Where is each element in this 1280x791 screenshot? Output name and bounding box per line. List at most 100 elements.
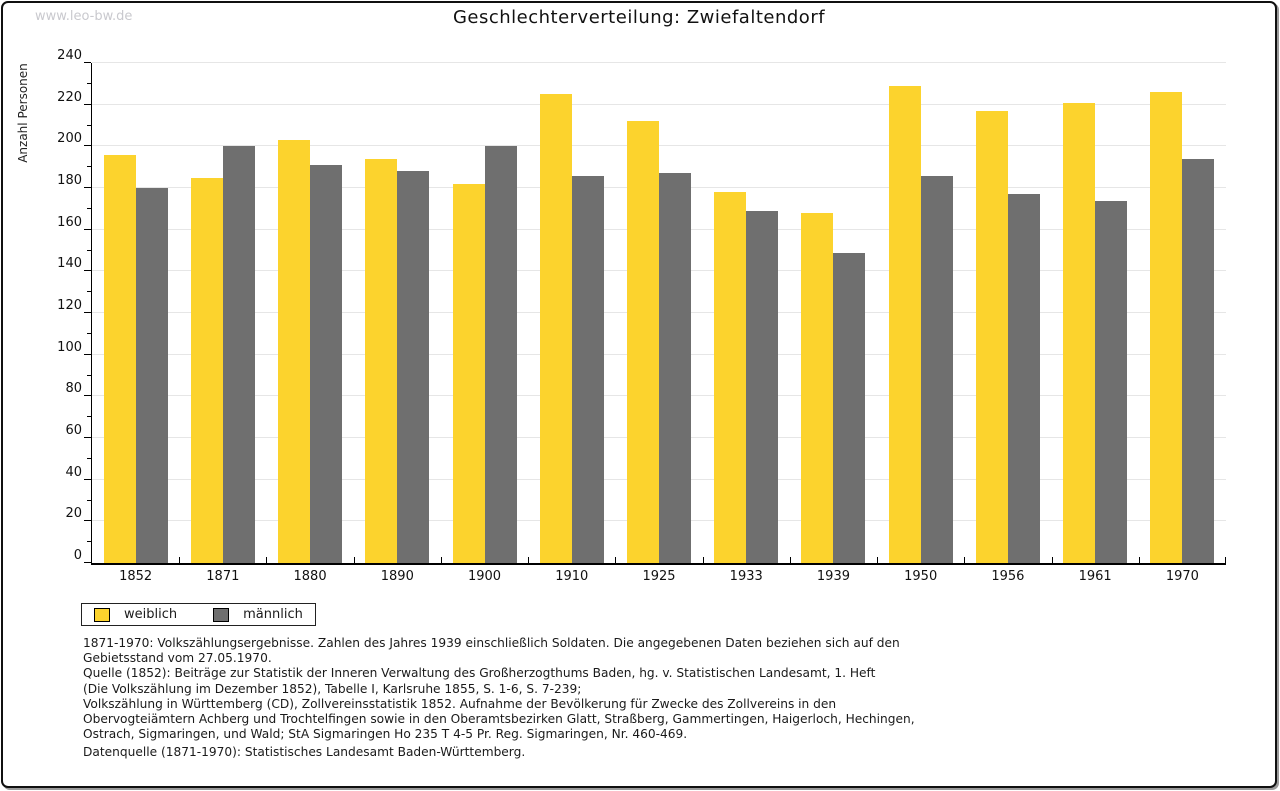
bar-männlich-1871 [222, 146, 255, 563]
bar-weiblich-1925 [627, 121, 659, 563]
y-axis-minor-tick [87, 332, 91, 334]
x-axis-tick [353, 557, 355, 563]
y-axis-major-tick [84, 478, 91, 480]
plot-area: 0 20 40 60 80 100 120 140 160 180 200 220 240 1852 187… [57, 48, 1226, 584]
bar-männlich-1880 [310, 165, 343, 563]
watermark: www.leo-bw.de [35, 9, 133, 24]
x-axis-tick [266, 557, 268, 563]
y-axis-tick-label: 240 [57, 48, 82, 63]
datasource-note: Datenquelle (1871-1970): Statistisches L… [83, 745, 526, 759]
gridline [92, 62, 1226, 63]
bar-männlich-1950 [920, 175, 953, 563]
y-axis-minor-tick [87, 166, 91, 168]
x-axis-tick [877, 557, 879, 563]
bar-männlich-1933 [746, 210, 779, 563]
y-axis-title: Anzahl Personen [16, 63, 30, 163]
y-axis-minor-tick [87, 249, 91, 251]
y-axis-tick-label: 140 [57, 256, 82, 272]
y-axis-major-tick [84, 145, 91, 147]
bar-männlich-1970 [1182, 158, 1215, 563]
y-axis-major-tick [84, 520, 91, 522]
bar-weiblich-1890 [365, 158, 398, 563]
x-axis-label: 1852 [119, 569, 153, 584]
x-axis-label: 1961 [1078, 569, 1112, 584]
y-axis-tick-label: 60 [65, 423, 82, 438]
footnote-line: Ostrach, Sigmaringen, und Wald; StA Sigm… [83, 727, 688, 742]
gridline [92, 145, 1226, 147]
legend: weiblich männlich [81, 603, 316, 626]
y-axis-minor-tick [87, 457, 91, 459]
y-axis-tick-label: 0 [73, 548, 82, 563]
footnote-line: Quelle (1852): Beiträge zur Statistik de… [83, 666, 876, 681]
y-axis-minor-tick [87, 374, 91, 376]
bar-männlich-1956 [1007, 194, 1040, 563]
bar-weiblich-1956 [975, 110, 1008, 563]
x-axis-label: 1880 [293, 569, 327, 584]
bar-weiblich-1880 [278, 140, 311, 563]
y-axis-major-tick [84, 103, 91, 105]
y-axis-major-tick [84, 562, 91, 563]
x-axis-tick [528, 557, 530, 563]
y-axis-tick-label: 100 [57, 339, 82, 355]
x-axis-label: 1910 [555, 569, 589, 584]
x-axis-label: 1939 [816, 569, 850, 584]
footnote-line: Gebietsstand vom 27.05.1970. [83, 651, 272, 666]
y-axis-major-tick [84, 187, 91, 188]
x-axis-tick [615, 557, 617, 563]
y-axis-minor-tick [87, 416, 91, 418]
legend-swatch-maennlich [213, 607, 230, 622]
y-axis-tick-label: 180 [57, 173, 82, 188]
x-axis-label: 1925 [642, 569, 676, 584]
x-axis-label: 1933 [729, 569, 763, 584]
legend-swatch-weiblich [94, 607, 110, 622]
bar-weiblich-1910 [539, 94, 572, 563]
y-axis-tick-label: 40 [65, 464, 82, 480]
bar-männlich-1852 [135, 188, 168, 563]
bar-männlich-1900 [484, 146, 517, 563]
legend-label-weiblich: weiblich [124, 607, 178, 622]
x-axis-tick [1138, 557, 1140, 563]
x-axis-tick [1051, 557, 1053, 563]
gridline [92, 103, 1226, 105]
y-axis-major-tick [84, 312, 91, 313]
bar-weiblich-1961 [1063, 102, 1096, 563]
bar-männlich-1910 [571, 175, 604, 563]
x-axis-label: 1956 [991, 569, 1025, 584]
x-axis-label: 1970 [1165, 569, 1199, 584]
y-axis-major-tick [84, 395, 91, 397]
y-axis-major-tick [84, 353, 91, 355]
y-axis-tick-label: 80 [65, 381, 82, 397]
x-axis-label: 1871 [206, 569, 240, 584]
footnotes: 1871-1970: Volkszählungsergebnisse. Zahl… [83, 636, 915, 742]
x-axis-tick [1225, 557, 1226, 563]
chart-title: Geschlechterverteilung: Zwiefaltendorf [452, 7, 826, 28]
y-axis-major-tick [84, 62, 91, 63]
bar-weiblich-1970 [1150, 92, 1183, 563]
footnote-line: 1871-1970: Volkszählungsergebnisse. Zahl… [83, 636, 900, 650]
footnote-line: Volkszählung in Württemberg (CD), Zollve… [83, 696, 837, 711]
footnote-line: (Die Volkszählung im Dezember 1852), Tab… [83, 681, 582, 696]
x-axis-label: 1950 [904, 569, 938, 584]
y-axis-major-tick [84, 228, 91, 230]
y-axis-minor-tick [87, 207, 91, 209]
bar-weiblich-1939 [801, 213, 834, 563]
y-axis-minor-tick [87, 82, 91, 84]
x-axis-tick [964, 557, 966, 563]
x-axis-label: 1890 [380, 569, 414, 584]
bar-weiblich-1900 [452, 183, 485, 563]
y-axis-major-tick [84, 270, 91, 272]
y-axis-minor-tick [87, 499, 91, 501]
y-axis-tick-label: 120 [57, 298, 82, 313]
y-axis-minor-tick [87, 291, 91, 293]
bar-weiblich-1933 [714, 192, 747, 563]
y-axis-tick-label: 160 [57, 214, 82, 230]
bar-weiblich-1852 [103, 154, 136, 563]
x-axis-tick [440, 557, 442, 563]
x-axis-label: 1900 [467, 569, 502, 584]
y-axis-tick-label: 200 [57, 131, 82, 147]
y-axis-tick-label: 20 [65, 506, 82, 522]
bar-männlich-1890 [397, 171, 430, 563]
bar-weiblich-1950 [888, 85, 921, 563]
x-axis-tick [702, 557, 704, 563]
